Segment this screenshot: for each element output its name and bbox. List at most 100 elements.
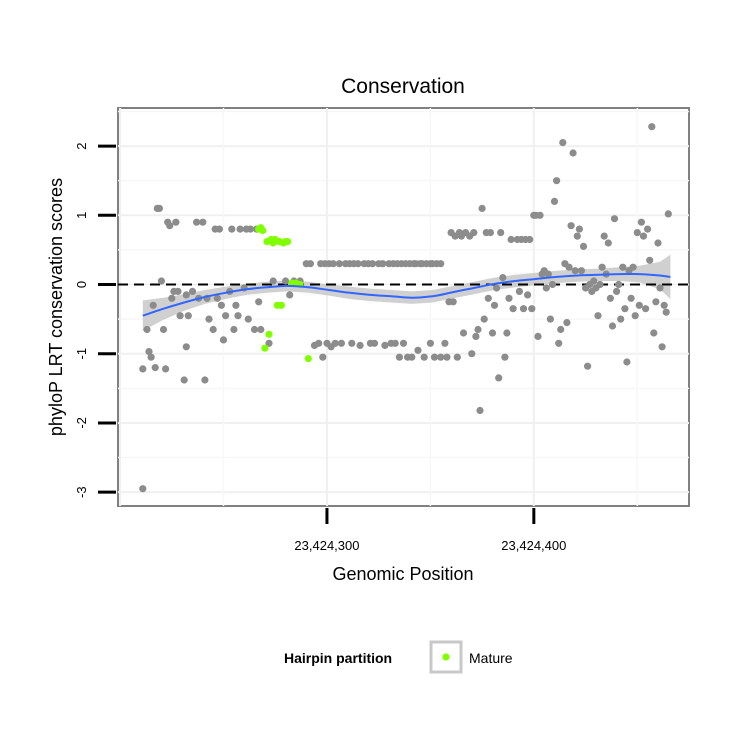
data-point	[546, 315, 555, 323]
data-point	[147, 353, 155, 361]
data-point	[594, 312, 602, 320]
data-point	[577, 267, 586, 275]
data-point	[505, 294, 513, 302]
data-point	[184, 312, 192, 320]
data-point	[232, 301, 240, 309]
confidence-band	[142, 254, 671, 331]
data-point	[174, 287, 182, 295]
data-point	[437, 353, 445, 361]
data-point	[637, 218, 646, 226]
data-point	[526, 235, 534, 244]
y-tick-label: 2	[74, 142, 89, 149]
y-axis-title: phyloP LRT conservation scores	[46, 178, 66, 436]
data-point	[660, 301, 668, 309]
smooth-confidence-band	[142, 254, 671, 331]
data-point	[395, 353, 403, 361]
legend: Hairpin partition Mature	[284, 640, 513, 674]
data-point	[563, 319, 571, 327]
data-point	[145, 348, 153, 356]
data-point	[627, 294, 635, 302]
data-point	[629, 263, 637, 271]
data-point	[472, 332, 480, 340]
data-point	[414, 346, 422, 354]
y-axis: -3 -2 -1 0 1 2	[74, 142, 116, 498]
data-point	[420, 353, 428, 361]
data-point	[443, 353, 451, 361]
data-point	[213, 294, 221, 302]
data-point	[608, 322, 617, 330]
data-point	[499, 274, 507, 282]
data-point-mature	[261, 344, 269, 352]
data-point	[408, 353, 416, 361]
data-point	[590, 277, 598, 285]
data-point	[269, 277, 277, 285]
data-point	[370, 339, 379, 347]
data-point	[646, 256, 654, 264]
data-point	[356, 341, 364, 349]
y-tick-label: -2	[74, 417, 89, 429]
data-point	[579, 242, 588, 250]
data-point	[250, 325, 259, 334]
data-point	[166, 222, 174, 230]
data-point	[658, 343, 666, 351]
x-axis-title: Genomic Position	[332, 564, 473, 584]
data-point	[519, 305, 528, 313]
data-point	[468, 350, 476, 358]
data-point	[286, 291, 294, 299]
data-point-mature	[284, 238, 292, 246]
data-point	[501, 353, 509, 361]
data-point	[644, 225, 652, 233]
data-point	[557, 325, 565, 334]
data-point	[430, 353, 439, 361]
data-point	[230, 325, 238, 334]
y-tick-label: -3	[74, 486, 89, 498]
data-point	[437, 260, 445, 268]
data-point	[656, 284, 664, 292]
data-point	[635, 301, 643, 309]
data-point	[368, 260, 377, 268]
data-point	[246, 225, 254, 233]
data-point	[515, 287, 524, 295]
data-point	[182, 343, 190, 351]
data-point	[488, 329, 497, 337]
data-point	[234, 312, 242, 320]
data-point	[441, 339, 449, 347]
data-point	[490, 301, 499, 309]
data-point	[598, 263, 606, 271]
data-point	[493, 284, 501, 292]
data-point	[497, 229, 505, 237]
data-point	[188, 287, 197, 295]
data-point	[331, 339, 339, 347]
y-tick-label: 0	[74, 281, 89, 288]
data-point	[157, 277, 165, 285]
data-point	[536, 211, 544, 219]
data-point	[610, 215, 619, 223]
data-point	[567, 222, 575, 230]
x-tick-label: 23,424,400	[501, 538, 566, 553]
data-point-mature	[277, 301, 285, 309]
data-point	[348, 339, 356, 347]
data-point	[633, 229, 641, 237]
data-point	[426, 339, 434, 347]
chart-title: Conservation	[341, 75, 465, 98]
data-point	[631, 312, 639, 320]
data-point	[168, 294, 176, 302]
y-tick-label: -1	[74, 348, 89, 360]
legend-key-mature	[442, 653, 450, 661]
data-point	[199, 218, 207, 226]
data-point	[553, 177, 561, 185]
data-point	[172, 218, 180, 226]
data-point	[315, 339, 323, 347]
data-point	[391, 339, 399, 347]
data-point	[613, 287, 621, 295]
data-point	[606, 294, 615, 302]
data-point	[507, 235, 515, 244]
smooth-trend-line	[142, 272, 671, 317]
data-point	[619, 263, 627, 271]
data-point	[182, 291, 190, 299]
data-point	[555, 339, 563, 347]
data-point	[217, 301, 225, 309]
data-point	[480, 315, 488, 323]
data-point	[379, 260, 387, 268]
data-point	[180, 376, 188, 384]
